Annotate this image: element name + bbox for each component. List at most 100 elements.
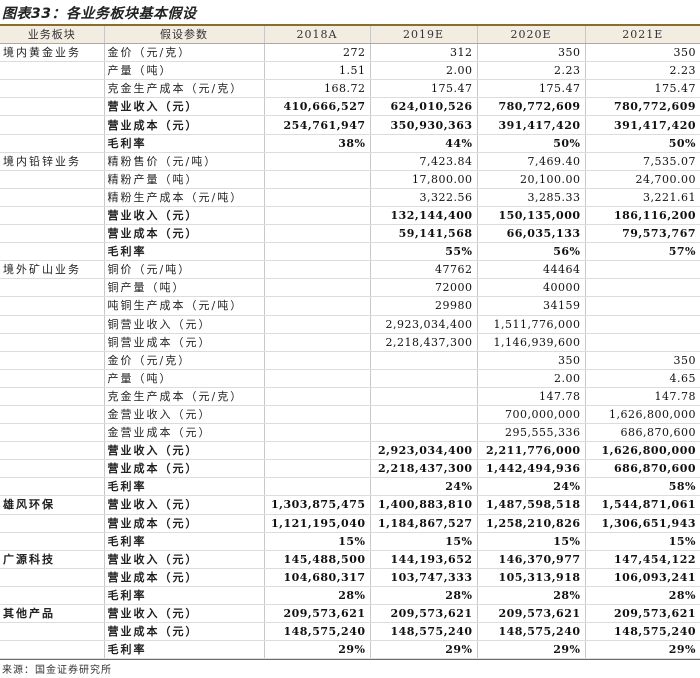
title-divider [0,24,700,26]
value-cell-2018a [264,242,371,262]
value-cell-2018a: 1,121,195,040 [264,514,371,533]
table-row: 营业成本（元） 1,121,195,040 1,184,867,527 1,258,2… [0,514,700,533]
table-row: 雄风环保 营业收入（元） 1,303,875,475 1,400,883,810 1,4… [0,495,700,515]
value-cell-2019e: 55% [370,242,478,262]
value-cell-2019e [370,405,478,425]
value-cell-2021e: 780,772,609 [585,97,700,117]
value-cell-2019e: 132,144,400 [370,206,478,226]
value-cell-2019e: 15% [370,532,478,551]
segment-cell [0,568,105,587]
value-cell-2021e [585,296,700,316]
value-cell-2021e: 29% [585,640,700,660]
table-body: 境内黄金业务 金价（元/克） 272 312 350 350 产量（吨） 1.51 2.00 2.… [0,43,700,660]
table-row: 金营业收入（元） 700,000,000 1,626,800,000 [0,405,700,425]
value-cell-2018a: 272 [264,43,371,63]
segment-cell [0,278,105,298]
value-cell-2020e: 350 [477,351,586,370]
parameter-cell: 营业成本（元） [104,622,265,642]
segment-cell [0,586,105,606]
parameter-cell: 精粉售价（元/吨） [104,151,265,171]
segment-cell [0,514,105,533]
value-cell-2020e: 24% [477,477,586,497]
value-cell-2021e: 7,535.07 [585,151,700,171]
value-cell-2019e [370,387,478,406]
value-cell-2018a: 148,575,240 [264,622,371,642]
value-cell-2020e: 28% [477,586,586,606]
parameter-cell: 铜价（元/吨） [104,260,265,280]
table-row: 广源科技 营业收入（元） 145,488,500 144,193,652 146,370… [0,549,700,569]
value-cell-2021e: 148,575,240 [585,622,700,642]
table-row: 毛利率 29% 29% 29% 29% [0,640,700,660]
value-cell-2018a [264,206,371,226]
value-cell-2020e: 350 [477,43,586,63]
segment-cell: 境内黄金业务 [0,43,105,63]
table-row: 铜营业成本（元） 2,218,437,300 1,146,939,600 [0,333,700,352]
value-cell-2020e: 148,575,240 [477,622,586,642]
segment-cell: 雄风环保 [0,495,105,515]
value-cell-2020e: 2.23 [477,61,586,81]
source-divider [0,659,700,660]
value-cell-2020e: 1,146,939,600 [477,333,586,352]
parameter-cell: 金价（元/克） [104,351,265,370]
value-cell-2018a [264,369,371,388]
value-cell-2021e: 1,626,800,000 [585,405,700,425]
value-cell-2021e: 186,116,200 [585,206,700,226]
value-cell-2018a: 254,761,947 [264,115,371,135]
segment-cell [0,405,105,425]
parameter-cell: 毛利率 [104,532,265,551]
table-row: 产量（吨） 2.00 4.65 [0,369,700,388]
segment-cell [0,640,105,660]
value-cell-2019e: 28% [370,586,478,606]
parameter-cell: 金价（元/克） [104,43,265,63]
value-cell-2018a [264,170,371,189]
value-cell-2020e: 105,313,918 [477,568,586,587]
value-cell-2021e: 2.23 [585,61,700,81]
value-cell-2019e: 350,930,363 [370,115,478,135]
value-cell-2020e: 1,442,494,936 [477,459,586,479]
value-cell-2018a [264,151,371,171]
value-cell-2020e: 175.47 [477,79,586,99]
table-row: 铜产量（吨） 72000 40000 [0,278,700,298]
segment-cell [0,351,105,370]
value-cell-2019e: 2,218,437,300 [370,459,478,479]
value-cell-2019e: 24% [370,477,478,497]
table-row: 克金生产成本（元/克） 147.78 147.78 [0,387,700,406]
value-cell-2018a: 15% [264,532,371,551]
table-row: 营业收入（元） 410,666,527 624,010,526 780,772,609… [0,97,700,117]
table-row: 营业收入（元） 132,144,400 150,135,000 186,116,200 [0,206,700,226]
value-cell-2018a [264,423,371,443]
parameter-cell: 精粉生产成本（元/吨） [104,188,265,207]
value-cell-2021e: 147.78 [585,387,700,406]
table-row: 营业成本（元） 104,680,317 103,747,333 105,313,918… [0,568,700,587]
value-cell-2019e: 17,800.00 [370,170,478,189]
parameter-cell: 毛利率 [104,242,265,262]
value-cell-2021e [585,333,700,352]
value-cell-2018a: 209,573,621 [264,603,371,624]
segment-cell: 其他产品 [0,603,105,624]
value-cell-2018a: 145,488,500 [264,549,371,569]
value-cell-2020e: 700,000,000 [477,405,586,425]
table-row: 金营业成本（元） 295,555,336 686,870,600 [0,423,700,443]
table-row: 铜营业收入（元） 2,923,034,400 1,511,776,000 [0,315,700,334]
parameter-cell: 铜产量（吨） [104,278,265,298]
value-cell-2018a: 28% [264,586,371,606]
value-cell-2019e: 144,193,652 [370,549,478,569]
table-row: 金价（元/克） 350 350 [0,351,700,370]
table-row: 营业成本（元） 254,761,947 350,930,363 391,417,420… [0,115,700,135]
value-cell-2019e: 3,322.56 [370,188,478,207]
value-cell-2018a [264,188,371,207]
value-cell-2019e: 1,400,883,810 [370,495,478,515]
value-cell-2019e: 2,923,034,400 [370,441,478,461]
value-cell-2021e: 175.47 [585,79,700,99]
table-row: 精粉产量（吨） 17,800.00 20,100.00 24,700.00 [0,170,700,189]
table-row: 营业成本（元） 2,218,437,300 1,442,494,936 686,870… [0,459,700,479]
parameter-cell: 克金生产成本（元/克） [104,79,265,99]
table-row: 吨铜生产成本（元/吨） 29980 34159 [0,296,700,316]
value-cell-2020e: 20,100.00 [477,170,586,189]
header-2020e: 2020E [477,26,586,45]
value-cell-2019e: 72000 [370,278,478,298]
segment-cell [0,477,105,497]
value-cell-2020e: 29% [477,640,586,660]
value-cell-2018a [264,278,371,298]
value-cell-2021e: 28% [585,586,700,606]
